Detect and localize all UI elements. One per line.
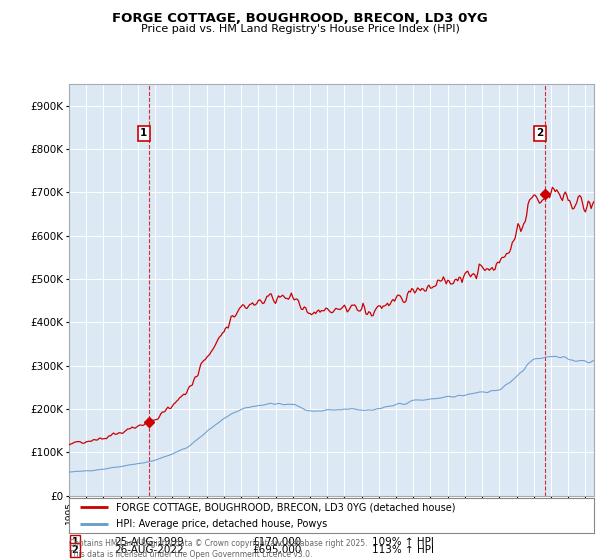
Text: 109% ↑ HPI: 109% ↑ HPI [372,536,434,547]
Text: 26-AUG-2022: 26-AUG-2022 [114,545,184,555]
Text: FORGE COTTAGE, BOUGHROOD, BRECON, LD3 0YG (detached house): FORGE COTTAGE, BOUGHROOD, BRECON, LD3 0Y… [116,503,456,513]
Text: 25-AUG-1999: 25-AUG-1999 [114,536,184,547]
Text: HPI: Average price, detached house, Powys: HPI: Average price, detached house, Powy… [116,520,328,529]
Text: 1: 1 [140,128,148,138]
Text: 2: 2 [536,128,544,138]
Text: 1: 1 [71,536,79,547]
Text: 113% ↑ HPI: 113% ↑ HPI [372,545,434,555]
Text: FORGE COTTAGE, BOUGHROOD, BRECON, LD3 0YG: FORGE COTTAGE, BOUGHROOD, BRECON, LD3 0Y… [112,12,488,25]
Text: Contains HM Land Registry data © Crown copyright and database right 2025.
This d: Contains HM Land Registry data © Crown c… [69,539,367,559]
Text: £695,000: £695,000 [252,545,301,555]
Text: 2: 2 [71,545,79,555]
Text: Price paid vs. HM Land Registry's House Price Index (HPI): Price paid vs. HM Land Registry's House … [140,24,460,34]
Text: £170,000: £170,000 [252,536,301,547]
